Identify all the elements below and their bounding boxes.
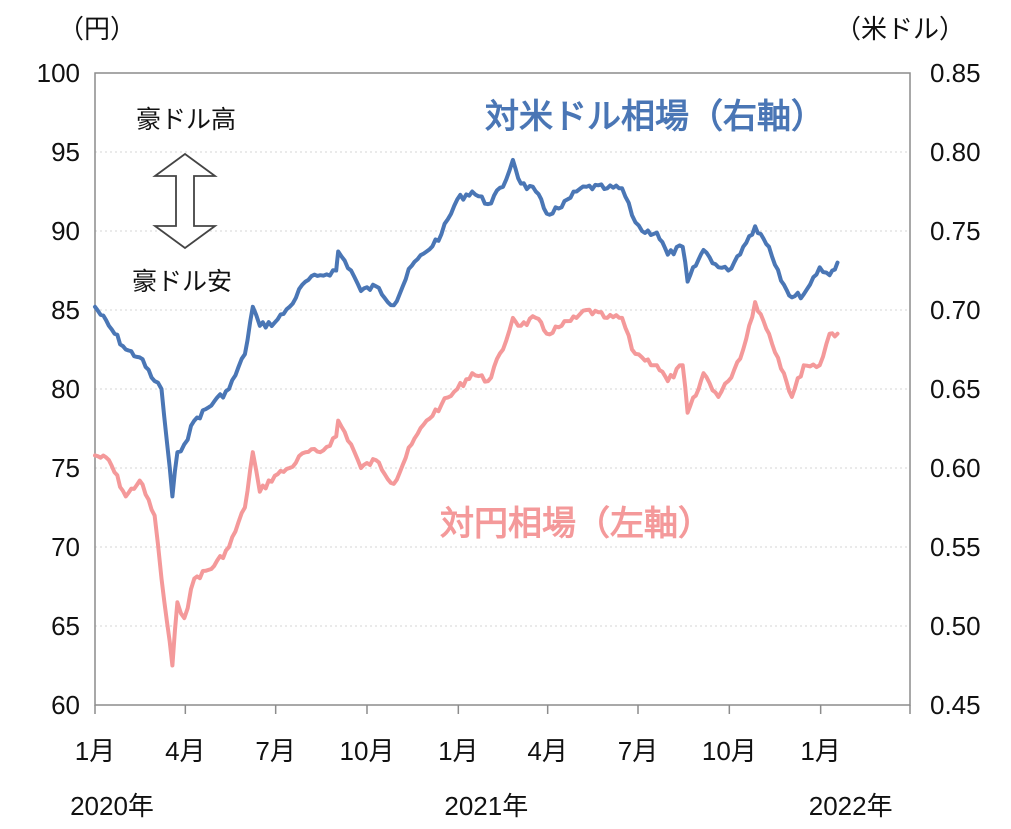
year-label: 2021年 bbox=[444, 791, 528, 821]
left-tick-label: 90 bbox=[51, 216, 80, 246]
left-axis-unit: （円） bbox=[58, 15, 136, 45]
right-tick-label: 0.60 bbox=[930, 453, 981, 483]
right-tick-label: 0.65 bbox=[930, 374, 981, 404]
series-line-usd bbox=[93, 157, 840, 499]
right-tick-label: 0.45 bbox=[930, 690, 981, 720]
x-tick-label: 7月 bbox=[255, 736, 295, 766]
left-tick-label: 85 bbox=[51, 295, 80, 325]
right-tick-label: 0.70 bbox=[930, 295, 981, 325]
right-tick-label: 0.80 bbox=[930, 137, 981, 167]
left-tick-label: 60 bbox=[51, 690, 80, 720]
left-tick-label: 100 bbox=[37, 58, 80, 88]
left-tick-label: 75 bbox=[51, 453, 80, 483]
annotation-up: 豪ドル高 bbox=[136, 105, 236, 134]
left-tick-label: 65 bbox=[51, 611, 80, 641]
annotation-down: 豪ドル安 bbox=[132, 267, 232, 296]
series-label-jpy: 対円相場（左軸） bbox=[440, 504, 712, 544]
right-tick-label: 0.55 bbox=[930, 532, 981, 562]
x-axis: 1月 4月 7月 10月 1月 4月 7月 10月 1月 bbox=[75, 705, 911, 766]
right-axis: 0.45 0.50 0.55 0.60 0.65 0.70 0.75 0.80 0.85 bbox=[930, 58, 981, 720]
x-tick-label: 10月 bbox=[340, 736, 395, 766]
right-tick-label: 0.85 bbox=[930, 58, 981, 88]
plot-area-border bbox=[94, 72, 911, 706]
right-tick-label: 0.50 bbox=[930, 611, 981, 641]
right-axis-unit: （米ドル） bbox=[835, 15, 965, 45]
left-tick-label: 80 bbox=[51, 374, 80, 404]
year-label: 2022年 bbox=[809, 791, 893, 821]
double-arrow-icon bbox=[152, 152, 218, 250]
series-line-jpy bbox=[93, 300, 840, 668]
x-tick-label: 1月 bbox=[438, 736, 478, 766]
x-tick-label: 7月 bbox=[618, 736, 658, 766]
x-tick-label: 10月 bbox=[702, 736, 757, 766]
left-axis: 60 65 70 75 80 85 90 95 100 bbox=[37, 58, 80, 720]
year-label: 2020年 bbox=[70, 791, 154, 821]
left-tick-label: 70 bbox=[51, 532, 80, 562]
year-labels: 2020年 2021年 2022年 bbox=[70, 791, 893, 821]
right-tick-label: 0.75 bbox=[930, 216, 981, 246]
x-tick-label: 4月 bbox=[527, 736, 567, 766]
left-tick-label: 95 bbox=[51, 137, 80, 167]
x-tick-label: 1月 bbox=[800, 736, 840, 766]
series-label-usd: 対米ドル相場（右軸） bbox=[485, 97, 825, 137]
x-tick-label: 1月 bbox=[75, 736, 115, 766]
x-tick-label: 4月 bbox=[165, 736, 205, 766]
